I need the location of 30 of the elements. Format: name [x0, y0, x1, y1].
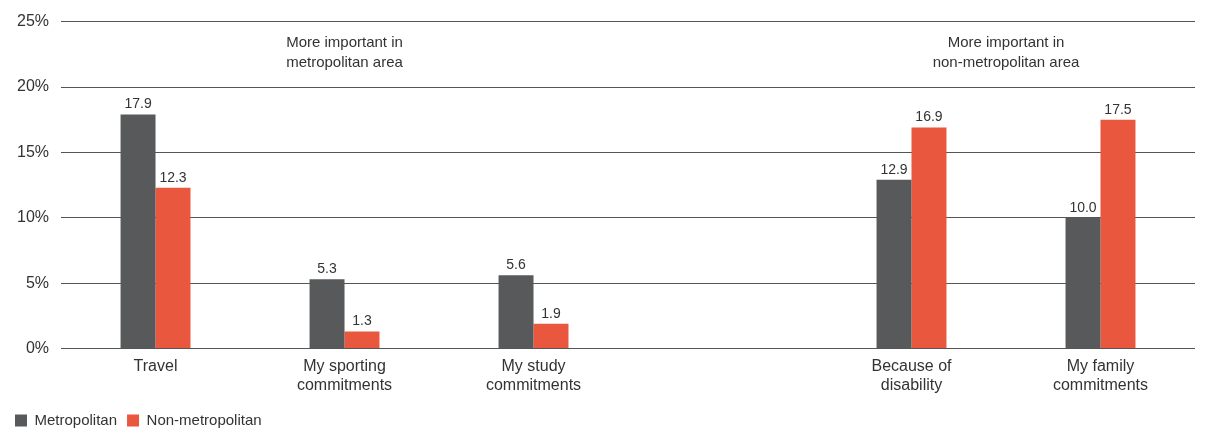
data-label: 1.9: [541, 304, 561, 321]
x-tick-label: My sporting commitments: [296, 356, 393, 393]
data-label: 12.3: [159, 168, 187, 185]
annotation: More important in metropolitan area: [286, 32, 404, 70]
y-tick-label: 25%: [16, 12, 50, 30]
x-tick-label: Travel: [133, 356, 178, 374]
data-label: 17.9: [124, 95, 152, 112]
x-tick-label: My family commitments: [1052, 356, 1149, 393]
bar: [911, 127, 947, 349]
y-tick-label: 10%: [16, 208, 50, 226]
y-tick-label: 0%: [25, 339, 50, 357]
bar: [344, 331, 380, 349]
y-tick-label: 15%: [16, 142, 50, 160]
legend-label: Non-metropolitan: [146, 410, 262, 428]
data-label: 17.5: [1104, 100, 1132, 117]
data-label: 5.3: [317, 260, 337, 277]
data-label: 5.6: [506, 256, 526, 273]
annotation: More important in non-metropolitan area: [932, 32, 1081, 70]
data-label: 1.3: [352, 312, 372, 329]
bar: [155, 187, 191, 349]
bar: [533, 323, 569, 349]
bar: [1100, 119, 1136, 349]
x-tick-label: Because of disability: [871, 356, 953, 393]
data-label: 10.0: [1069, 198, 1097, 215]
y-tick-label: 20%: [16, 77, 50, 95]
data-label: 16.9: [915, 108, 943, 125]
data-label: 12.9: [880, 160, 908, 177]
y-tick-label: 5%: [25, 273, 50, 291]
x-tick-label: My study commitments: [485, 356, 582, 393]
legend-label: Metropolitan: [34, 410, 118, 428]
